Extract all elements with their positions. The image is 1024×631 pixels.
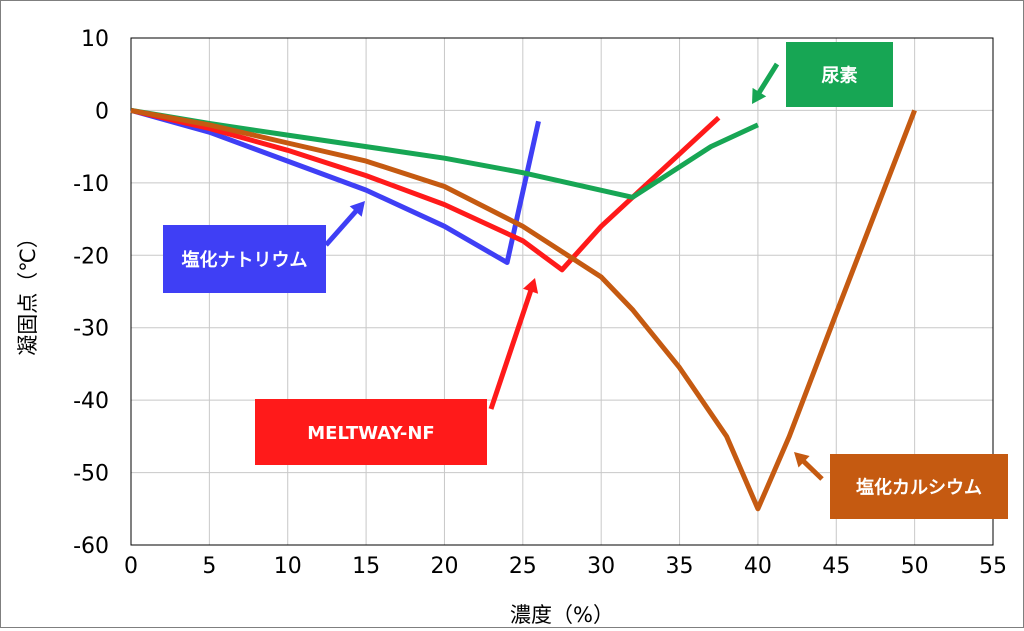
y-tick-label: 0 [95, 99, 109, 124]
callout-arrow-0 [324, 207, 360, 247]
y-tick-label: -30 [73, 317, 109, 342]
callout-box-1 [255, 399, 487, 465]
series-line-2 [130, 107, 759, 200]
y-tick-label: -10 [73, 172, 109, 197]
callout-box-0 [163, 225, 326, 293]
x-tick-label: 50 [901, 554, 929, 579]
x-tick-label: 10 [274, 554, 302, 579]
callout-arrowhead-2 [752, 87, 767, 104]
callout-box-2 [786, 42, 893, 107]
plot-border [130, 37, 994, 546]
y-tick-label: -50 [73, 462, 109, 487]
x-tick-label: 35 [666, 554, 694, 579]
tick-labels: 0 5 10 15 20 25 30 35 40 45 50 55 10 0 -10 -20 -30 -40 -50… [73, 27, 1007, 579]
x-tick-label: 45 [822, 554, 850, 579]
callout-arrow-3 [800, 457, 824, 481]
x-tick-label: 15 [352, 554, 380, 579]
x-tick-label: 40 [744, 554, 772, 579]
callout-box-3 [830, 454, 1008, 519]
legend-label-3: 塩化カルシウム [856, 477, 982, 499]
y-tick-label: -20 [73, 244, 109, 269]
callout-arrowhead-0 [349, 201, 365, 217]
series-line-0 [130, 107, 541, 265]
x-tick-label: 30 [587, 554, 615, 579]
series-line-3 [130, 107, 917, 512]
x-tick-label: 55 [979, 554, 1007, 579]
y-tick-label: -60 [73, 534, 109, 559]
callout-arrowhead-1 [523, 278, 539, 294]
x-axis-title: 濃度（%） [510, 603, 614, 627]
x-tick-label: 0 [124, 554, 138, 579]
callout-arrowhead-3 [794, 452, 810, 468]
y-axis-title: 凝固点（℃） [16, 227, 40, 356]
legend-label-0: 塩化ナトリウム [182, 249, 308, 271]
x-tick-label: 25 [509, 554, 537, 579]
legend-label-1: MELTWAY-NF [307, 423, 434, 444]
series-lines [130, 107, 917, 512]
x-tick-label: 20 [430, 554, 458, 579]
callout-arrow-2 [755, 62, 780, 96]
callout-arrow-1 [488, 287, 534, 410]
legend-label-2: 尿素 [822, 66, 858, 87]
y-tick-label: 10 [81, 27, 109, 52]
x-tick-label: 5 [202, 554, 216, 579]
y-tick-label: -40 [73, 389, 109, 414]
